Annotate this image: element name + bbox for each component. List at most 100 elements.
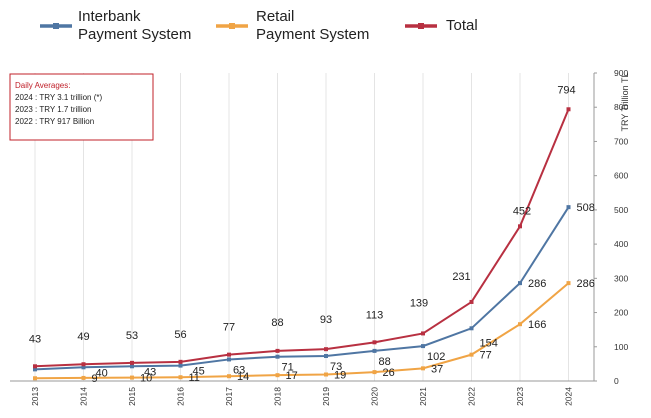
y-tick-label-400: 400 (614, 239, 628, 249)
legend-label-retail-line1: Retail (256, 8, 294, 25)
point-retail-2024 (566, 281, 571, 286)
data-label-retail-2019: 19 (334, 369, 346, 381)
x-tick-label-2024: 2024 (564, 387, 574, 406)
x-tick-label-2014: 2014 (79, 387, 89, 406)
data-label-interbank-2021: 102 (427, 351, 445, 363)
point-total-2017 (227, 352, 231, 357)
x-tick-label-2015: 2015 (127, 387, 137, 406)
data-label-total-2021: 139 (410, 297, 428, 309)
y-tick-label-100: 100 (614, 342, 628, 352)
point-retail-2016 (178, 375, 183, 380)
point-total-2020 (372, 340, 377, 345)
x-tick-label-2013: 2013 (30, 387, 40, 406)
point-retail-2018 (275, 373, 280, 378)
data-label-retail-2015: 10 (140, 373, 152, 385)
data-label-interbank-2019: 73 (330, 361, 342, 373)
point-total-2021 (421, 331, 425, 336)
legend-swatch-marker-interbank (53, 23, 59, 29)
point-interbank-2024 (566, 205, 571, 210)
point-interbank-2014 (81, 365, 86, 370)
data-label-retail-2022: 77 (480, 350, 492, 362)
x-tick-label-2019: 2019 (321, 387, 331, 406)
data-labels: 40 43 45 63 71 73 88 102 154 286 508 9 10 11 14 17 19 26 3… (29, 84, 595, 385)
y-tick-label-500: 500 (614, 205, 628, 215)
annotation-title: Daily Averages: (15, 81, 70, 90)
point-total-2016 (178, 359, 183, 364)
point-interbank-2015 (130, 364, 134, 369)
point-retail-2021 (421, 366, 425, 371)
y-tick-label-900: 900 (614, 68, 628, 78)
data-label-interbank-2014: 40 (96, 367, 108, 379)
data-label-retail-2014: 9 (92, 373, 98, 385)
point-retail-2013 (33, 376, 37, 381)
data-label-total-2016: 56 (174, 329, 186, 341)
series-line-total (34, 108, 570, 368)
data-label-interbank-2023: 286 (528, 278, 546, 290)
y-tick-label-700: 700 (614, 136, 628, 146)
y-axis-title: TRY Trillion TL (620, 72, 630, 131)
axes: 2013 2014 2015 2016 2017 2018 2019 2020 2021 2022… (10, 68, 630, 406)
x-tick-label-2021: 2021 (418, 387, 428, 406)
annotation-line-2: 2023 : TRY 1.7 trillion (15, 105, 92, 114)
point-interbank-2016 (178, 363, 183, 368)
data-label-retail-2018: 17 (286, 370, 298, 382)
point-retail-2014 (81, 375, 86, 380)
data-label-total-2014: 49 (77, 331, 89, 343)
point-retail-2020 (372, 370, 377, 375)
data-label-total-2024: 794 (557, 84, 575, 96)
point-total-2024 (566, 107, 571, 112)
point-interbank-2013 (33, 367, 37, 372)
annotation-line-3: 2022 : TRY 917 Billion (15, 117, 94, 126)
data-label-total-2013: 43 (29, 333, 41, 345)
data-label-total-2020: 113 (366, 309, 384, 321)
data-label-interbank-2022: 154 (480, 337, 498, 349)
data-label-interbank-2015: 43 (144, 366, 156, 378)
legend-swatch-marker-retail (229, 23, 235, 29)
data-label-interbank-2020: 88 (379, 356, 391, 368)
legend-item-total: Total (405, 17, 478, 34)
point-interbank-2019 (324, 354, 328, 359)
point-total-2023 (518, 224, 522, 229)
annotation-line-1: 2024 : TRY 3.1 trillion (*) (15, 93, 102, 102)
data-label-total-2023: 452 (513, 205, 531, 217)
point-retail-2015 (130, 375, 134, 380)
data-label-retail-2023: 166 (528, 319, 546, 331)
point-retail-2017 (227, 374, 231, 379)
daily-averages-annotation: Daily Averages: 2024 : TRY 3.1 trillion (… (9, 73, 154, 141)
point-total-2014 (81, 362, 86, 367)
point-total-2015 (130, 360, 134, 365)
point-interbank-2021 (421, 344, 425, 349)
data-label-interbank-2016: 45 (193, 366, 205, 378)
legend-label-total: Total (446, 17, 478, 34)
point-retail-2023 (518, 322, 522, 327)
data-label-interbank-2017: 63 (233, 364, 245, 376)
point-retail-2022 (469, 352, 474, 357)
legend-label-retail-line2: Payment System (256, 26, 369, 43)
point-interbank-2020 (372, 348, 377, 353)
data-label-total-2018: 88 (271, 317, 283, 329)
y-tick-label-200: 200 (614, 308, 628, 318)
point-total-2022 (469, 299, 474, 304)
legend-label-interbank-line2: Payment System (78, 26, 191, 43)
data-label-retail-2024: 286 (577, 278, 595, 290)
data-label-total-2015: 53 (126, 330, 138, 342)
annotation-box (9, 73, 154, 141)
legend-swatch-marker-total (418, 23, 424, 29)
series-line-retail (34, 282, 570, 380)
x-tick-label-2017: 2017 (224, 387, 234, 406)
x-tick-label-2023: 2023 (515, 387, 525, 406)
y-tick-label-600: 600 (614, 171, 628, 181)
x-tick-label-2018: 2018 (273, 387, 283, 406)
point-total-2019 (324, 347, 328, 352)
data-label-retail-2020: 26 (383, 367, 395, 379)
point-interbank-2022 (469, 326, 474, 331)
point-total-2013 (33, 364, 37, 369)
x-tick-label-2020: 2020 (370, 387, 380, 406)
point-interbank-2023 (518, 281, 522, 286)
legend-label-interbank-line1: Interbank (78, 8, 141, 25)
data-label-interbank-2024: 508 (577, 202, 595, 214)
data-label-total-2022: 231 (452, 271, 470, 283)
